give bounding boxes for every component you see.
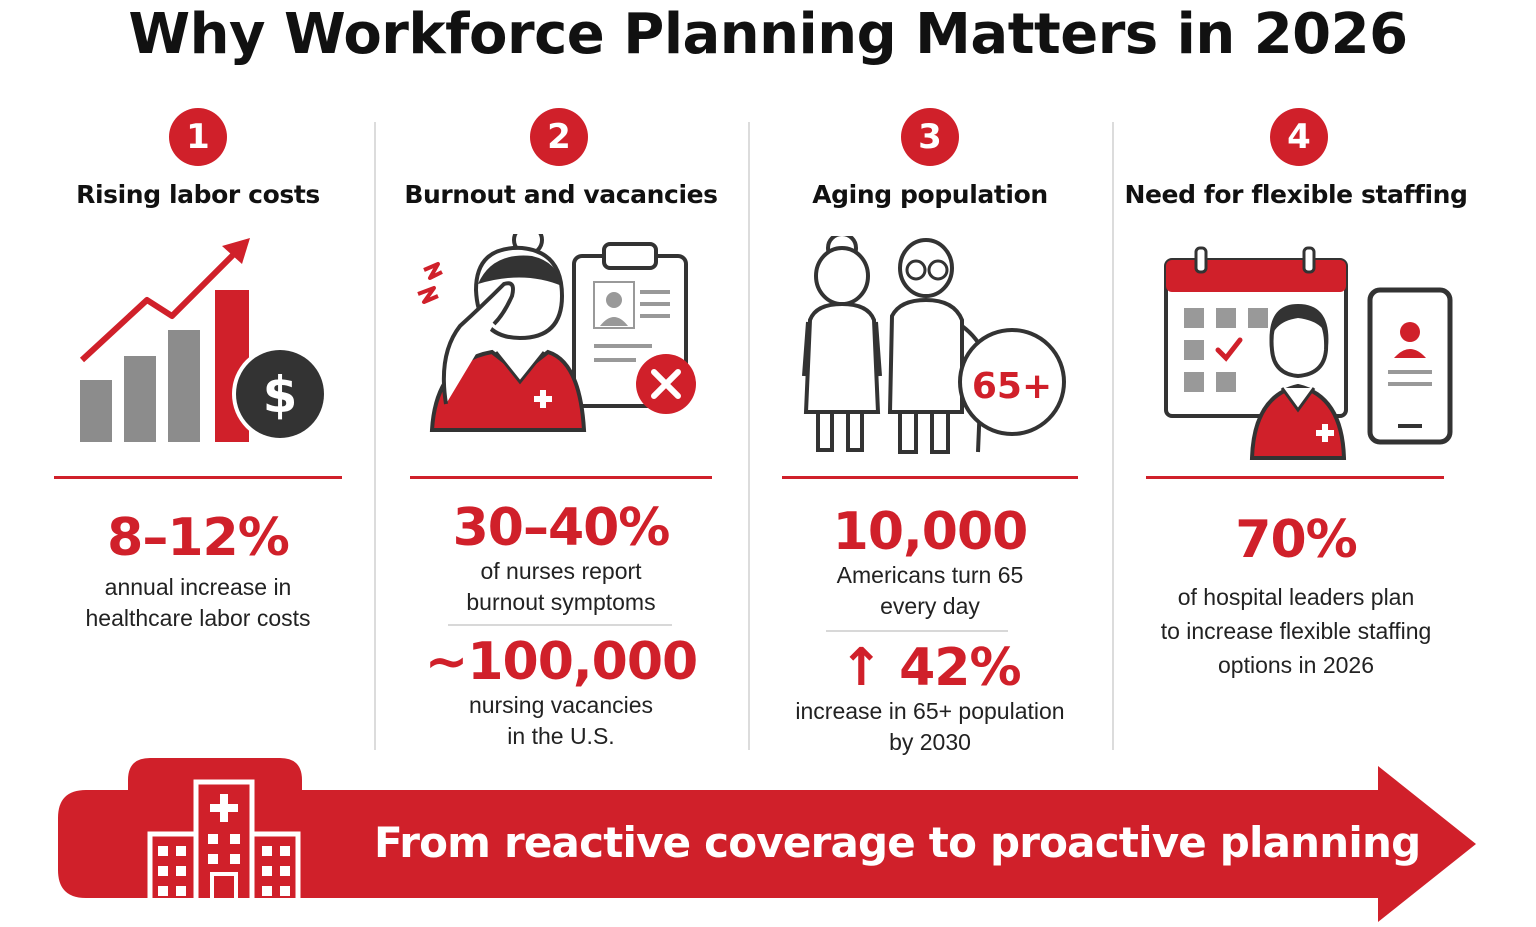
stat-value: 8–12% (107, 508, 290, 568)
column-divider (374, 122, 376, 750)
rising-cost-chart-icon: $ (79, 238, 328, 442)
svg-text:$: $ (263, 366, 298, 424)
stat-line: by 2030 (889, 729, 971, 755)
stat-description: nursing vacancies in the U.S. (384, 690, 738, 752)
stat-description: of nurses report burnout symptoms (384, 556, 738, 618)
column-heading: Burnout and vacancies (404, 180, 718, 209)
stat-line: Americans turn 65 (836, 562, 1024, 588)
stat-value: 70% (1235, 510, 1357, 570)
calendar-nurse-phone-icon (1164, 246, 1453, 460)
stressed-nurse-clipboard-icon (417, 234, 696, 432)
column-flexible-staffing: 4 Need for flexible staffing 70% of hosp… (1124, 108, 1468, 758)
stat-value: ↑ 42% (839, 638, 1021, 698)
section-rule (1146, 476, 1444, 479)
stat-line: in the U.S. (507, 723, 615, 749)
stat-value: 10,000 (832, 502, 1029, 562)
stat-line: healthcare labor costs (85, 605, 311, 631)
number-badge: 3 (901, 108, 959, 166)
section-rule (410, 476, 712, 479)
hospital-icon (147, 779, 301, 907)
stat-separator (448, 624, 672, 626)
stat-line: options in 2026 (1217, 652, 1374, 678)
column-rising-labor-costs: 1 Rising labor costs $ 8–12% annual incr… (30, 108, 366, 758)
stat-value: ~100,000 (424, 632, 698, 692)
stat-description: of hospital leaders plan to increase fle… (1124, 580, 1468, 682)
section-rule (782, 476, 1078, 479)
column-divider (1112, 122, 1114, 750)
number-badge: 4 (1270, 108, 1328, 166)
stat-line: annual increase in (104, 574, 292, 600)
elderly-couple-icon: 65+ (802, 236, 1066, 454)
column-heading: Need for flexible staffing (1124, 180, 1468, 209)
column-aging-population: 3 Aging population 65+ 10,000 Americans … (758, 108, 1102, 758)
stat-value: 30–40% (452, 498, 671, 558)
page-title: Why Workforce Planning Matters in 2026 (128, 2, 1408, 67)
stat-line: of hospital leaders plan (1177, 584, 1415, 610)
number-badge: 1 (169, 108, 227, 166)
stat-line: increase in 65+ population (795, 698, 1065, 724)
stat-separator (826, 630, 1008, 632)
stat-line: nursing vacancies (468, 692, 654, 718)
stat-line: every day (880, 593, 980, 619)
column-heading: Aging population (812, 180, 1048, 209)
section-rule (54, 476, 342, 479)
stat-line: of nurses report (480, 558, 642, 584)
age-badge-text: 65+ (972, 366, 1052, 407)
banner-arrow-shape (58, 758, 1476, 922)
banner-text: From reactive coverage to proactive plan… (374, 818, 1421, 867)
stat-line: burnout symptoms (466, 589, 656, 615)
number-badge: 2 (530, 108, 588, 166)
banner-arrow: From reactive coverage to proactive plan… (58, 758, 1478, 923)
stat-description: Americans turn 65 every day (758, 560, 1102, 622)
stat-description: annual increase in healthcare labor cost… (30, 572, 366, 634)
stat-description: increase in 65+ population by 2030 (758, 696, 1102, 758)
column-burnout-vacancies: 2 Burnout and vacancies 30–40% of nurses… (384, 108, 738, 758)
column-divider (748, 122, 750, 750)
stat-line: to increase flexible staffing (1160, 618, 1432, 644)
column-heading: Rising labor costs (76, 180, 320, 209)
